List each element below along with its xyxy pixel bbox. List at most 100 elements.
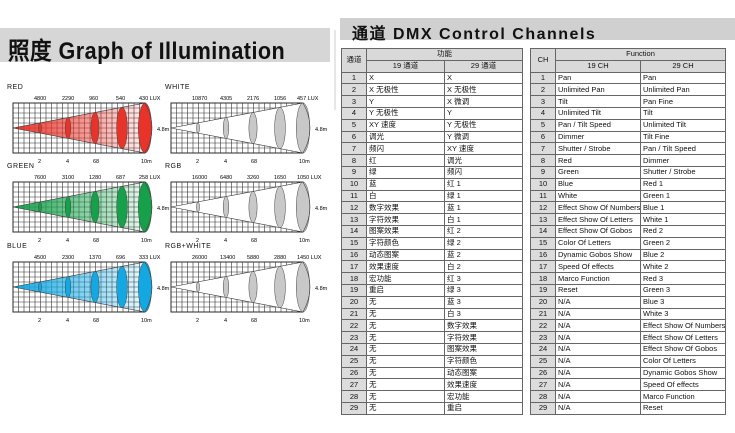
panel-title: GREEN (7, 163, 35, 170)
distance-label: 68 (251, 318, 257, 324)
function-19ch: N/A (555, 378, 641, 392)
function-29ch: 效果速度 (444, 378, 523, 392)
table-row: 12 数字效果蓝 1 (341, 201, 523, 215)
mode-header-19: 19 CH (555, 59, 641, 73)
distance-label: 10m (299, 318, 310, 324)
beam-ellipse (274, 266, 286, 308)
illumination-panel-blue: BLUE 4500 2300 1370 696 333 LUX 2 4 68 10m 4.8m (5, 243, 170, 331)
distance-label: 2 (38, 318, 41, 324)
table-row: 11 White Green 1 (530, 189, 726, 203)
lux-label: 26000 (192, 255, 207, 261)
function-19ch: 无 (366, 378, 445, 392)
illumination-panel-white: WHITE 10870 4305 2176 1056 457 LUX 2 4 68 10m 4.8m (163, 84, 328, 172)
function-29ch: Effect Show Of Gobos (640, 342, 726, 356)
table-row: 24 无图案效果 (341, 342, 523, 356)
lux-label: 3100 (62, 175, 74, 181)
function-29ch: Green 3 (640, 283, 726, 297)
function-29ch: Y (444, 106, 523, 120)
diameter-label: 4.8m (157, 206, 170, 212)
function-19ch: Dynamic Gobos Show (555, 248, 641, 262)
diameter-label: 4.8m (157, 286, 170, 292)
function-29ch: 红 2 (444, 224, 523, 238)
lux-label: 430 LUX (139, 96, 161, 102)
function-19ch: 宏功能 (366, 272, 445, 285)
function-29ch: 白 1 (444, 213, 523, 226)
function-29ch: 图案效果 (444, 342, 523, 356)
table-row: 12 Effect Show Of Numbers Blue 1 (530, 201, 726, 215)
beam-ellipse (116, 266, 128, 308)
function-19ch: 无 (366, 366, 445, 380)
function-19ch: Effect Show Of Letters (555, 213, 641, 226)
channel-number: 17 (341, 260, 367, 274)
function-19ch: N/A (555, 366, 641, 380)
channel-number: 15 (341, 236, 367, 250)
function-19ch: Effect Show Of Numbers (555, 201, 641, 215)
distance-label: 10m (299, 159, 310, 165)
function-29ch: Unlimited Pan (640, 83, 726, 97)
function-19ch: 字符颜色 (366, 236, 445, 250)
table-row: 10 Blue Red 1 (530, 177, 726, 191)
channel-number: 4 (530, 106, 556, 120)
channel-number: 19 (341, 283, 367, 297)
channel-number: 11 (341, 189, 367, 203)
function-19ch: N/A (555, 295, 641, 309)
table-row: 18 Marco Function Red 3 (530, 272, 726, 285)
dmx-header: 通道 DMX Control Channels (340, 18, 735, 43)
table-row: 22 N/A Effect Show Of Numbers (530, 319, 726, 333)
distance-label: 68 (93, 159, 99, 165)
function-19ch: Reset (555, 283, 641, 297)
table-row: 18 宏功能红 3 (341, 272, 523, 285)
channel-number: 10 (341, 177, 367, 191)
function-29ch: Effect Show Of Letters (640, 331, 726, 344)
channel-number: 29 (530, 401, 556, 415)
table-row: 5 Pan / Tilt Speed Unlimited Tilt (530, 118, 726, 132)
channel-number: 23 (530, 331, 556, 344)
diameter-label: 4.8m (157, 127, 170, 133)
channel-number: 27 (530, 378, 556, 392)
function-29ch: Unlimited Tilt (640, 118, 726, 132)
channel-number: 6 (530, 130, 556, 144)
function-29ch: 字符效果 (444, 331, 523, 344)
distance-label: 2 (38, 159, 41, 165)
panel-title: BLUE (7, 243, 28, 250)
dmx-table-english: CH Function 19 CH 29 CH 1 Pan Pan 2 Unlimite… (530, 48, 726, 415)
illumination-header: 照度 Graph of Illumination (0, 28, 330, 65)
function-29ch: 调光 (444, 154, 523, 167)
function-19ch: Pan / Tilt Speed (555, 118, 641, 132)
channel-number: 24 (341, 342, 367, 356)
function-19ch: Pan (555, 71, 641, 85)
function-19ch: 图案效果 (366, 224, 445, 238)
range-arc (302, 102, 311, 154)
function-19ch: X (366, 71, 445, 85)
beam-ellipse (196, 201, 200, 213)
function-19ch: 调光 (366, 130, 445, 144)
lux-label: 687 (116, 175, 125, 181)
channel-number: 3 (341, 95, 367, 108)
divider (334, 30, 336, 110)
dmx-title: 通道 DMX Control Channels (352, 26, 597, 43)
function-19ch: XY 速度 (366, 118, 445, 132)
channel-number: 18 (341, 272, 367, 285)
lux-label: 4500 (34, 255, 46, 261)
beam-ellipse (222, 117, 230, 139)
channel-number: 19 (530, 283, 556, 297)
function-19ch: 字符效果 (366, 213, 445, 226)
diameter-label: 4.8m (315, 286, 328, 292)
channel-number: 7 (341, 142, 367, 156)
function-29ch: 绿 3 (444, 283, 523, 297)
function-19ch: 无 (366, 354, 445, 368)
distance-label: 10m (141, 238, 152, 244)
beam-ellipse (38, 281, 42, 293)
function-19ch: 数字效果 (366, 201, 445, 215)
table-row: 21 N/A White 3 (530, 307, 726, 321)
function-19ch: 蓝 (366, 177, 445, 191)
illumination-panel-rgb: RGB 16000 6480 3260 1650 1050 LUX 2 4 68 10m 4.8m (163, 163, 328, 251)
function-header: Function (555, 48, 726, 61)
function-19ch: 无 (366, 390, 445, 403)
table-row: 8 Red Dimmer (530, 154, 726, 167)
function-19ch: N/A (555, 401, 641, 415)
distance-label: 2 (196, 238, 199, 244)
function-29ch: 白 2 (444, 260, 523, 274)
